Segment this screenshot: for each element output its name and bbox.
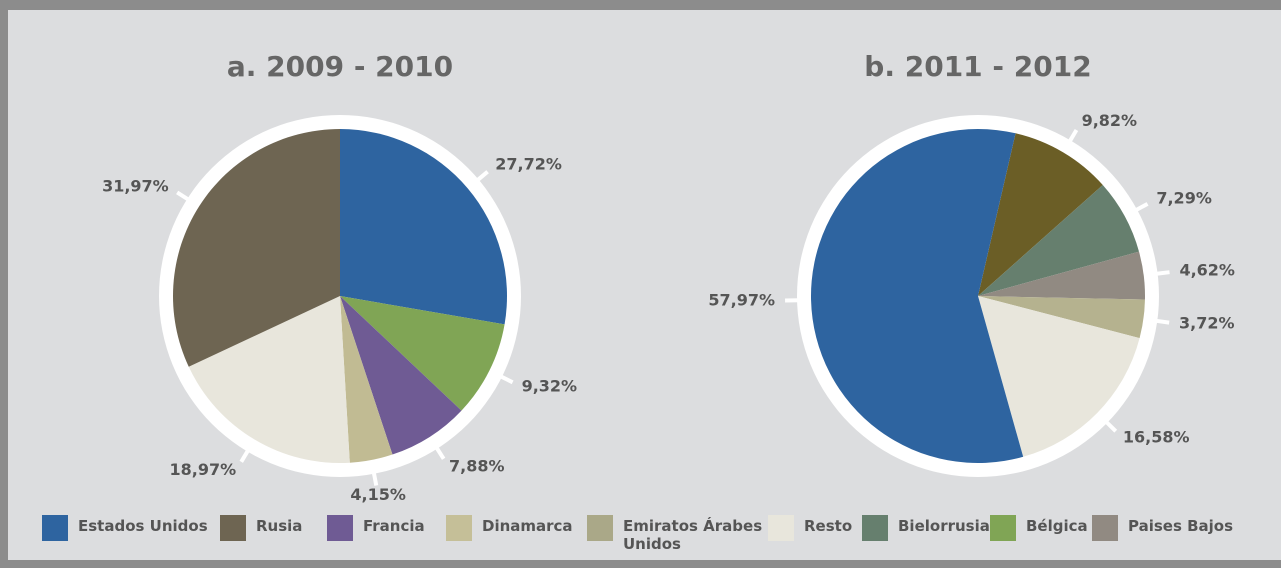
legend-swatch (587, 515, 613, 541)
legend-label: Bielorrusia (898, 517, 990, 535)
pie-slice (978, 296, 1145, 339)
chart-title: a. 2009 - 2010 (227, 50, 453, 83)
legend-item: Rusia (220, 515, 302, 541)
pie-slice (173, 129, 340, 367)
legend-label: Rusia (256, 517, 303, 535)
data-label: 18,97% (169, 460, 236, 479)
leader-line (239, 448, 251, 463)
leader-line (1134, 202, 1149, 213)
legend-swatch (327, 515, 353, 541)
pie-slice (340, 296, 393, 463)
legend-item: Dinamarca (446, 515, 573, 541)
data-label: 7,29% (1156, 189, 1212, 208)
leader-line (371, 471, 379, 486)
pie-slice (340, 129, 507, 325)
legend-item: Emiratos Árabes Unidos (587, 515, 763, 553)
pie-slice (188, 296, 350, 463)
data-label: 9,32% (522, 376, 578, 395)
legend-label: Bélgica (1026, 517, 1088, 535)
legend-label: Francia (363, 517, 425, 535)
legend-item: Bielorrusia (862, 515, 990, 541)
pie-slice (978, 133, 1103, 296)
leader-line (1155, 318, 1170, 325)
legend-label: Paises Bajos (1128, 517, 1234, 535)
data-label: 4,62% (1179, 260, 1235, 279)
pie-slice (811, 129, 1024, 464)
pie-slice (340, 296, 505, 411)
legend-swatch (1092, 515, 1118, 541)
legend-item: Resto (768, 515, 852, 541)
legend-swatch (42, 515, 68, 541)
legend-item: Estados Unidos (42, 515, 208, 541)
data-label: 27,72% (495, 155, 562, 174)
legend-label: Emiratos Árabes Unidos (623, 517, 763, 553)
leader-line (176, 190, 191, 202)
chart-title: b. 2011 - 2012 (864, 50, 1091, 83)
leader-line (1155, 270, 1170, 276)
leader-line (1104, 419, 1118, 433)
legend-label: Estados Unidos (78, 517, 208, 535)
legend-item: Francia (327, 515, 425, 541)
pie-slice (978, 251, 1145, 300)
legend-item: Paises Bajos (1092, 515, 1233, 541)
pie-slice (340, 296, 462, 455)
legend-swatch (768, 515, 794, 541)
pie-slice (978, 296, 1140, 457)
data-label: 31,97% (102, 177, 169, 196)
legend-item: Bélgica (990, 515, 1088, 541)
legend-swatch (862, 515, 888, 541)
leader-line (434, 445, 446, 460)
legend-swatch (220, 515, 246, 541)
data-label: 9,82% (1082, 111, 1138, 130)
data-label: 4,15% (350, 485, 406, 504)
legend-swatch (446, 515, 472, 541)
legend-label: Dinamarca (482, 517, 573, 535)
leader-line (499, 374, 514, 385)
data-label: 16,58% (1123, 428, 1190, 447)
leader-line (475, 170, 489, 183)
leader-line (1067, 128, 1079, 144)
data-label: 57,97% (708, 290, 775, 309)
legend-swatch (990, 515, 1016, 541)
legend-label: Resto (804, 517, 853, 535)
data-label: 7,88% (449, 457, 505, 476)
data-label: 3,72% (1179, 313, 1235, 332)
pie-slice (978, 185, 1140, 296)
